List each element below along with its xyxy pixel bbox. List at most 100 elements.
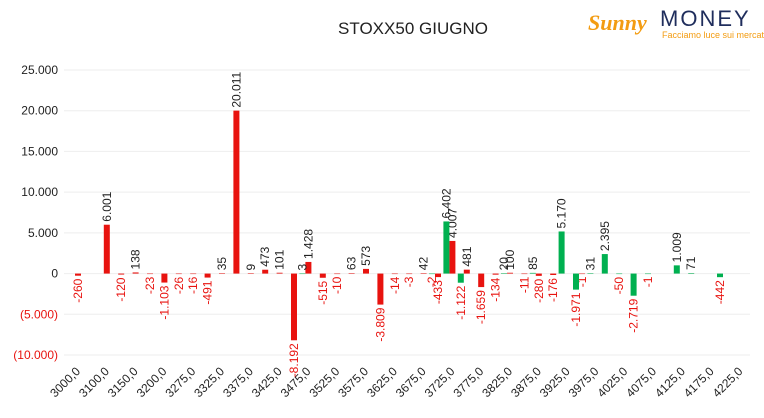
bar <box>645 273 651 275</box>
x-tick-label: 4175,0 <box>681 364 717 400</box>
bar <box>118 273 125 275</box>
y-tick-label: (5.000) <box>20 307 58 321</box>
x-tick-label: 3725,0 <box>422 364 458 400</box>
bar <box>573 273 579 290</box>
x-tick-label: 3325,0 <box>191 364 227 400</box>
bar <box>319 273 326 278</box>
bar <box>406 273 413 275</box>
data-label: 481 <box>460 246 474 266</box>
y-tick-label: 15.000 <box>21 144 58 158</box>
logo-brand: MONEY <box>660 6 751 31</box>
data-label: 63 <box>345 256 359 270</box>
data-label: -16 <box>186 276 200 294</box>
data-label: -3 <box>402 276 416 287</box>
x-tick-label: 3100,0 <box>76 364 112 400</box>
data-label: 6.402 <box>439 188 453 218</box>
bar <box>334 273 341 275</box>
bar <box>630 273 637 296</box>
bar <box>147 273 153 275</box>
bar <box>492 273 499 275</box>
x-tick-label: 3875,0 <box>508 364 544 400</box>
bar <box>558 231 565 274</box>
data-label: -8.192 <box>287 343 301 377</box>
bar <box>457 273 464 283</box>
bar <box>449 240 456 274</box>
bar <box>204 273 211 278</box>
y-tick-label: 5.000 <box>28 226 58 240</box>
y-tick-label: 0 <box>51 267 58 281</box>
bar <box>478 273 485 288</box>
data-label: 6.001 <box>100 191 114 221</box>
x-tick-label: 4125,0 <box>652 364 688 400</box>
data-label: 5.170 <box>555 198 569 228</box>
data-label: 573 <box>359 246 373 266</box>
data-label: -11 <box>517 276 531 293</box>
bar <box>579 273 585 275</box>
data-label: 31 <box>583 257 597 271</box>
data-label: -176 <box>546 278 560 302</box>
y-tick-label: 10.000 <box>21 185 58 199</box>
bar <box>535 273 542 276</box>
bar <box>75 273 81 276</box>
bar <box>103 224 110 274</box>
data-label: 35 <box>215 257 229 271</box>
bar <box>521 273 528 275</box>
data-label: 100 <box>503 249 517 269</box>
x-tick-label: 3200,0 <box>134 364 170 400</box>
bar <box>717 273 723 278</box>
bar <box>247 273 254 274</box>
data-label: -280 <box>532 279 546 303</box>
data-label: -491 <box>201 280 215 304</box>
bar <box>305 261 312 274</box>
x-tick-label: 3825,0 <box>479 364 515 400</box>
bar <box>291 273 297 341</box>
bar <box>190 273 197 275</box>
y-tick-label: 20.000 <box>21 104 58 118</box>
data-label: -260 <box>71 278 85 302</box>
x-tick-label: 3625,0 <box>364 364 400 400</box>
bar <box>429 273 435 275</box>
bar <box>673 265 680 274</box>
chart-title: STOXX50 GIUGNO <box>338 19 488 38</box>
data-label: 473 <box>258 246 272 266</box>
data-label: 101 <box>273 249 287 269</box>
x-tick-label: 3675,0 <box>393 364 429 400</box>
x-tick-label: 3525,0 <box>306 364 342 400</box>
data-label: -3.809 <box>373 307 387 341</box>
bar <box>529 272 536 274</box>
bar <box>233 110 240 274</box>
logo-tagline: Facciamo luce sui mercati <box>662 30 764 40</box>
x-tick-label: 3775,0 <box>450 364 486 400</box>
data-label: -134 <box>489 277 503 301</box>
bar <box>377 273 384 305</box>
data-label: -1.659 <box>474 290 488 324</box>
bar <box>175 273 182 275</box>
bar <box>132 272 139 274</box>
x-tick-label: 3275,0 <box>162 364 198 400</box>
y-tick-label: 25.000 <box>21 63 58 77</box>
x-tick-label: 3375,0 <box>220 364 256 400</box>
bar <box>420 273 427 274</box>
x-tick-label: 3000,0 <box>47 364 83 400</box>
x-tick-label: 3150,0 <box>105 364 141 400</box>
data-label: -1 <box>641 276 655 287</box>
data-label: 138 <box>129 249 143 269</box>
data-label: -10 <box>330 276 344 294</box>
bar <box>391 273 398 275</box>
x-tick-label: 4225,0 <box>710 364 746 400</box>
data-label: -14 <box>388 276 402 294</box>
data-label: -1.103 <box>157 285 171 319</box>
bar <box>161 273 168 283</box>
data-label: -50 <box>612 277 626 295</box>
x-tick-label: 3975,0 <box>566 364 602 400</box>
bar <box>601 254 608 274</box>
bar <box>262 269 269 274</box>
data-label: 9 <box>244 263 258 270</box>
bar <box>616 273 623 275</box>
bar <box>507 272 513 274</box>
data-label: -1.971 <box>569 292 583 326</box>
data-label: 3 <box>295 264 309 271</box>
bar <box>435 273 441 278</box>
data-label: 1.428 <box>301 229 315 259</box>
data-label: 2.395 <box>598 221 612 251</box>
